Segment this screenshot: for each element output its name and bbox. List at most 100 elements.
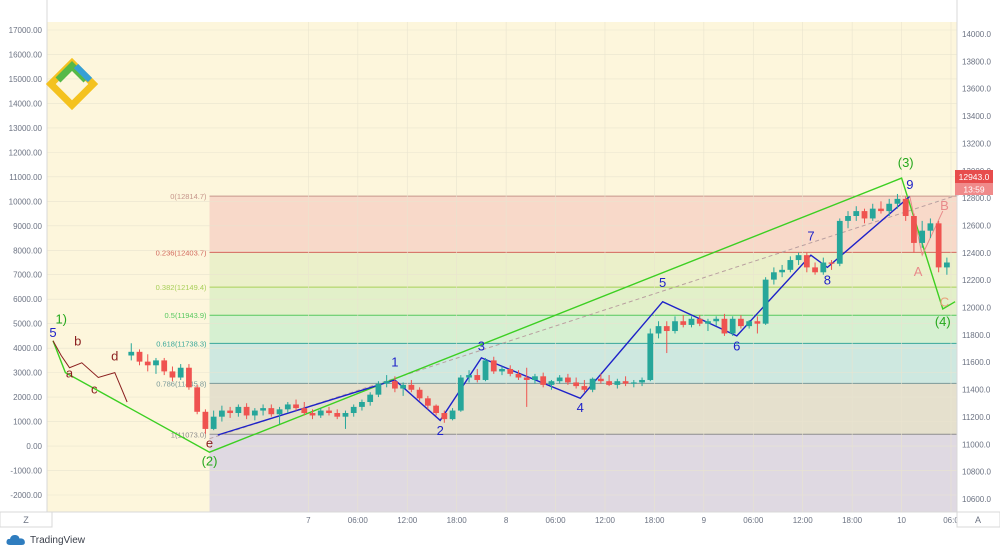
wave-label: 4 xyxy=(577,400,584,415)
candle xyxy=(515,370,522,380)
candle-body xyxy=(136,351,143,362)
right-axis-auto-button[interactable]: A xyxy=(956,511,1000,528)
candle-body xyxy=(276,409,283,415)
wave-label: 5 xyxy=(49,325,56,340)
left-axis-tick: 12000.00 xyxy=(9,148,43,157)
svg-text:A: A xyxy=(975,515,981,525)
candle xyxy=(317,408,324,418)
candle-body xyxy=(194,387,201,412)
time-axis-tick: 06:00 xyxy=(348,516,369,525)
candle-body xyxy=(779,269,785,273)
fib-zone xyxy=(209,343,957,384)
candle-body xyxy=(705,321,711,324)
candle xyxy=(705,318,711,332)
right-axis-tick: 10600.0 xyxy=(962,495,991,504)
candle-body xyxy=(927,223,934,231)
fib-level-label: 0.786(11445.8) xyxy=(156,379,207,388)
candle-body xyxy=(177,367,184,378)
candle-body xyxy=(680,321,687,325)
candle-body xyxy=(301,408,308,414)
tradingview-cloud-icon xyxy=(6,534,25,545)
candle-body xyxy=(202,411,209,429)
candle xyxy=(721,313,728,336)
candle-body xyxy=(169,371,176,378)
candle-body xyxy=(515,373,522,378)
candle-body xyxy=(392,381,398,389)
fib-level-label: 1(11073.0) xyxy=(171,430,207,439)
candle xyxy=(161,357,168,376)
fib-level-label: 0.618(11738.3) xyxy=(156,339,207,348)
candle xyxy=(680,315,687,328)
tradingview-brand-text: TradingView xyxy=(30,534,86,546)
candle-body xyxy=(268,408,275,415)
trend-dashed-line xyxy=(209,188,976,440)
time-axis-tick: 12:00 xyxy=(793,516,814,525)
candle-body xyxy=(589,378,596,390)
candle-body xyxy=(597,378,604,382)
wave-label: (4) xyxy=(935,314,951,329)
candle-body xyxy=(375,383,382,395)
candle xyxy=(779,264,785,278)
candle-body xyxy=(317,410,324,416)
candle-body xyxy=(161,360,168,372)
time-axis-tick: 18:00 xyxy=(842,516,863,525)
candle-body xyxy=(540,376,547,385)
left-axis-tick: 14000.00 xyxy=(9,99,43,108)
candle-body xyxy=(869,208,876,219)
left-axis-tick: 1000.00 xyxy=(13,418,42,427)
candle-body xyxy=(795,255,802,261)
candle xyxy=(499,366,505,376)
wave-label: (2) xyxy=(202,454,218,469)
candle xyxy=(284,402,291,414)
candle xyxy=(326,406,332,416)
candle-body xyxy=(548,381,555,385)
fib-level-label: 0.236(12403.7) xyxy=(156,248,207,257)
candle xyxy=(490,356,497,374)
candle xyxy=(202,409,209,434)
current-price-value: 12943.0 xyxy=(959,172,990,182)
time-axis-tick: 18:00 xyxy=(447,516,468,525)
candle-body xyxy=(482,360,489,380)
tradingview-footer[interactable]: TradingView xyxy=(6,532,85,548)
candle xyxy=(416,387,423,401)
candle-body xyxy=(186,367,192,388)
candle xyxy=(886,198,893,216)
candle-body xyxy=(260,408,266,411)
left-axis-tick: 2000.00 xyxy=(13,393,42,402)
candle xyxy=(589,377,596,393)
candle-body xyxy=(943,262,950,268)
candle xyxy=(359,399,365,411)
right-axis-tick: 14000.0 xyxy=(962,30,991,39)
candle xyxy=(672,316,678,334)
candle xyxy=(227,406,234,418)
left-axis-auto-button[interactable]: Z xyxy=(0,511,53,528)
candle xyxy=(449,408,456,421)
candle-body xyxy=(334,413,341,417)
right-axis-tick: 10800.0 xyxy=(962,468,991,477)
candle-body xyxy=(746,321,753,327)
candle xyxy=(597,373,604,384)
candle-body xyxy=(721,318,728,334)
wave-label: 1) xyxy=(55,312,67,327)
wave-label: b xyxy=(74,334,81,349)
fib-zone xyxy=(209,252,957,288)
right-axis-tick: 11800.0 xyxy=(962,331,991,340)
candle-body xyxy=(350,406,357,414)
candle-body xyxy=(878,208,884,212)
brand-logo-icon xyxy=(45,57,99,111)
candle-body xyxy=(919,230,926,243)
candle-body xyxy=(729,318,736,334)
candle-body xyxy=(622,381,629,384)
candle xyxy=(902,196,909,221)
candle-body xyxy=(251,410,258,416)
candle-body xyxy=(573,382,580,387)
fib-zone xyxy=(209,315,957,344)
wave-green-line xyxy=(52,177,956,453)
candle xyxy=(210,410,217,431)
candle-body xyxy=(144,361,151,366)
wave-label: a xyxy=(66,366,74,381)
candle xyxy=(647,328,654,382)
candle xyxy=(688,316,695,328)
